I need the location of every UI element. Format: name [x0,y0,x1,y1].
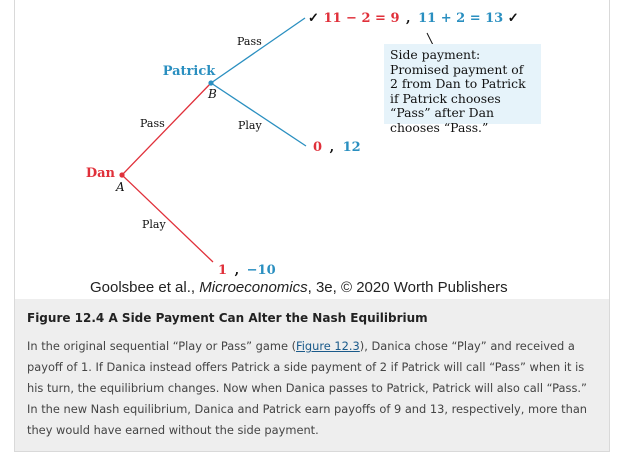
side-payment-note: Side payment: Promised payment of 2 from… [384,44,541,135]
label-dan-pass: Pass [140,117,165,130]
node-a-label: A [115,180,125,194]
player-dan-label: Dan [86,166,116,181]
figure-caption: In the original sequential “Play or Pass… [27,336,597,441]
node-a-dot [119,172,125,178]
payoff-pass-pass: ✓ 11 − 2 = 9 , 11 + 2 = 13 ✓ [308,11,519,26]
checkmark-right-icon: ✓ [508,11,519,26]
label-patrick-pass: Pass [237,35,262,48]
credit-authors: Goolsbee et al., [90,279,196,296]
checkmark-left-icon: ✓ [308,11,319,26]
branch-patrick-pass [210,17,306,84]
payoff-play: 1 , −10 [218,263,276,278]
payoff-separator: , [406,11,411,26]
credit-book-title: Microeconomics [199,279,308,296]
node-b-label: B [207,87,217,101]
note-pointer-line [426,32,434,46]
payoff-play-dan: 1 [218,263,227,278]
payoff-pass-pass-dan: 11 − 2 = 9 [323,11,399,26]
label-dan-play: Play [142,218,166,231]
payoff-pass-play: 0 , 12 [313,140,361,155]
credit-line: Goolsbee et al., Microeconomics, 3e, © 2… [90,279,510,296]
player-patrick-label: Patrick [163,64,217,79]
figure-12-3-link[interactable]: Figure 12.3 [296,339,360,353]
caption-text-after-link: ), Danica chose “Play” and received a pa… [27,339,588,437]
payoff-separator: , [330,140,335,155]
game-tree-diagram: Dan A Patrick B Pass Play Pass Play ✓ 11… [86,11,541,296]
payoff-pass-play-dan: 0 [313,140,322,155]
branch-patrick-play [210,82,307,147]
payoff-separator: , [235,263,240,278]
label-patrick-play: Play [238,119,262,132]
credit-rest: , 3e, © 2020 Worth Publishers [307,279,508,296]
node-b-dot [208,80,214,86]
branch-dan-pass [121,82,212,176]
caption-text-before-link: In the original sequential “Play or Pass… [27,339,297,353]
payoff-play-patrick: −10 [247,263,276,278]
branch-dan-play [121,174,214,263]
figure-title: Figure 12.4 A Side Payment Can Alter the… [27,311,428,325]
game-tree-svg: Dan A Patrick B Pass Play Pass Play ✓ 11… [86,11,519,278]
payoff-pass-pass-patrick: 11 + 2 = 13 [418,11,503,26]
caption-box: Figure 12.4 A Side Payment Can Alter the… [15,299,609,451]
payoff-pass-play-patrick: 12 [343,140,361,155]
